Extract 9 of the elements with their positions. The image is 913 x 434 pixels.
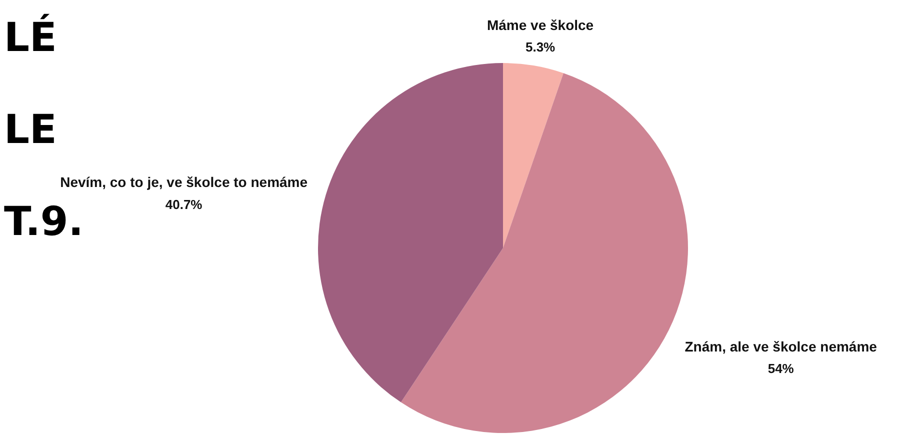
slice-label: Nevím, co to je, ve školce to nemáme	[60, 174, 308, 190]
slice-label: Znám, ale ve školce nemáme	[684, 338, 878, 354]
data-label: 5.3%	[525, 40, 556, 55]
data-label: 54%	[768, 361, 794, 376]
data-label: 40.7%	[165, 196, 203, 212]
text: LE	[4, 106, 57, 154]
text: LÉ	[4, 14, 57, 62]
text: T.9.	[4, 198, 84, 246]
slice-label: Máme ve školce	[486, 16, 594, 33]
